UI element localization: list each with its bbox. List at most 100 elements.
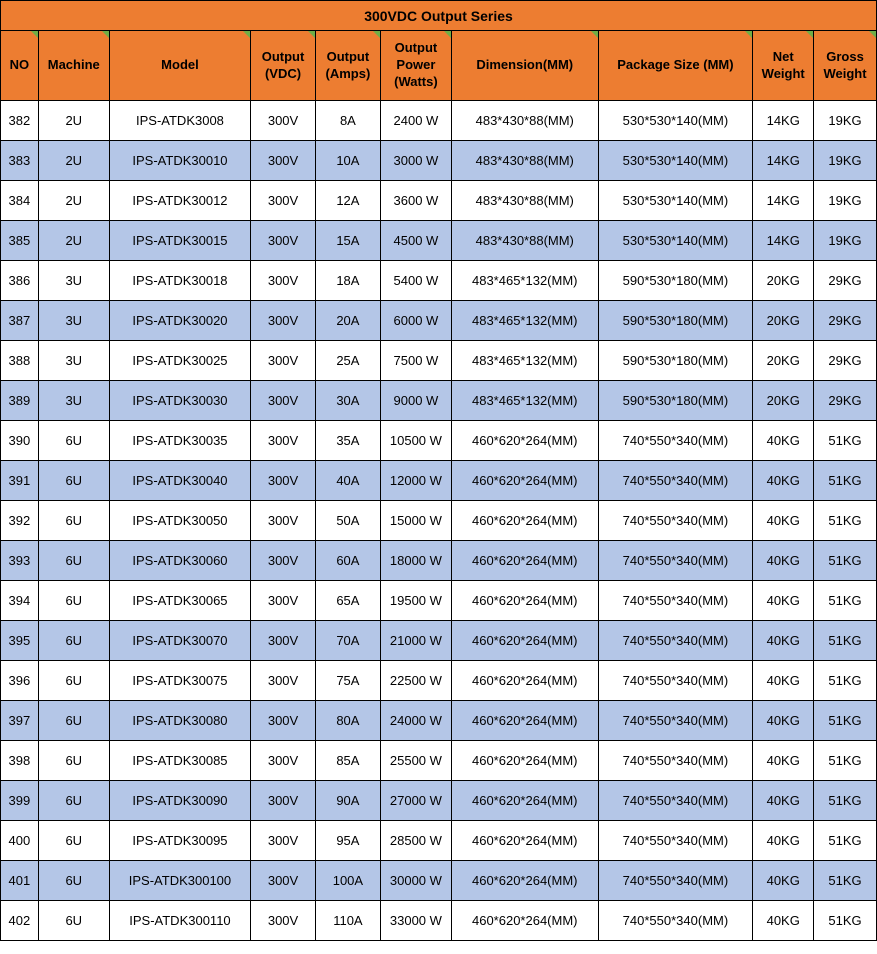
cell-vdc: 300V: [251, 821, 316, 861]
table-row: 3926UIPS-ATDK30050300V50A15000 W460*620*…: [1, 501, 877, 541]
cell-dim: 460*620*264(MM): [452, 901, 599, 941]
col-header-vdc: Output(VDC): [251, 31, 316, 101]
cell-vdc: 300V: [251, 781, 316, 821]
cell-machine: 6U: [38, 541, 109, 581]
table-header-row: NO Machine Model Output(VDC) Output(Amps…: [1, 31, 877, 101]
cell-watts: 21000 W: [380, 621, 451, 661]
cell-model: IPS-ATDK30010: [109, 141, 250, 181]
cell-model: IPS-ATDK30095: [109, 821, 250, 861]
cell-model: IPS-ATDK300100: [109, 861, 250, 901]
cell-dim: 460*620*264(MM): [452, 541, 599, 581]
cell-net: 14KG: [753, 101, 814, 141]
cell-gross: 51KG: [814, 501, 877, 541]
cell-gross: 51KG: [814, 781, 877, 821]
cell-net: 40KG: [753, 861, 814, 901]
cell-dim: 460*620*264(MM): [452, 661, 599, 701]
cell-no: 397: [1, 701, 39, 741]
corner-mark-icon: [31, 31, 38, 38]
cell-watts: 5400 W: [380, 261, 451, 301]
cell-vdc: 300V: [251, 141, 316, 181]
col-header-model-label: Model: [161, 57, 199, 72]
cell-gross: 51KG: [814, 421, 877, 461]
cell-pkg: 740*550*340(MM): [598, 861, 753, 901]
cell-pkg: 740*550*340(MM): [598, 901, 753, 941]
cell-watts: 22500 W: [380, 661, 451, 701]
cell-amps: 110A: [315, 901, 380, 941]
cell-pkg: 740*550*340(MM): [598, 741, 753, 781]
cell-net: 20KG: [753, 261, 814, 301]
cell-net: 40KG: [753, 581, 814, 621]
cell-amps: 50A: [315, 501, 380, 541]
cell-gross: 51KG: [814, 901, 877, 941]
table-row: 3946UIPS-ATDK30065300V65A19500 W460*620*…: [1, 581, 877, 621]
table-row: 4006UIPS-ATDK30095300V95A28500 W460*620*…: [1, 821, 877, 861]
cell-net: 40KG: [753, 701, 814, 741]
cell-pkg: 740*550*340(MM): [598, 541, 753, 581]
cell-watts: 2400 W: [380, 101, 451, 141]
cell-gross: 29KG: [814, 301, 877, 341]
cell-vdc: 300V: [251, 421, 316, 461]
cell-dim: 460*620*264(MM): [452, 781, 599, 821]
cell-model: IPS-ATDK30050: [109, 501, 250, 541]
table-row: 4026UIPS-ATDK300110300V110A33000 W460*62…: [1, 901, 877, 941]
cell-watts: 4500 W: [380, 221, 451, 261]
cell-net: 40KG: [753, 901, 814, 941]
table-title: 300VDC Output Series: [1, 1, 877, 31]
cell-machine: 6U: [38, 741, 109, 781]
col-header-dim: Dimension(MM): [452, 31, 599, 101]
cell-vdc: 300V: [251, 541, 316, 581]
cell-amps: 20A: [315, 301, 380, 341]
cell-amps: 80A: [315, 701, 380, 741]
cell-machine: 6U: [38, 421, 109, 461]
cell-machine: 3U: [38, 261, 109, 301]
cell-gross: 19KG: [814, 101, 877, 141]
cell-watts: 27000 W: [380, 781, 451, 821]
cell-no: 387: [1, 301, 39, 341]
cell-pkg: 590*530*180(MM): [598, 261, 753, 301]
cell-net: 40KG: [753, 661, 814, 701]
cell-pkg: 740*550*340(MM): [598, 461, 753, 501]
cell-model: IPS-ATDK30090: [109, 781, 250, 821]
cell-dim: 483*430*88(MM): [452, 221, 599, 261]
cell-vdc: 300V: [251, 301, 316, 341]
cell-no: 388: [1, 341, 39, 381]
cell-dim: 460*620*264(MM): [452, 741, 599, 781]
col-header-amps: Output(Amps): [315, 31, 380, 101]
cell-net: 40KG: [753, 621, 814, 661]
cell-pkg: 740*550*340(MM): [598, 501, 753, 541]
corner-mark-icon: [806, 31, 813, 38]
cell-dim: 460*620*264(MM): [452, 701, 599, 741]
cell-watts: 3000 W: [380, 141, 451, 181]
cell-vdc: 300V: [251, 701, 316, 741]
corner-mark-icon: [373, 31, 380, 38]
table-row: 3873UIPS-ATDK30020300V20A6000 W483*465*1…: [1, 301, 877, 341]
col-header-machine: Machine: [38, 31, 109, 101]
cell-machine: 2U: [38, 221, 109, 261]
corner-mark-icon: [102, 31, 109, 38]
cell-dim: 460*620*264(MM): [452, 821, 599, 861]
table-row: 4016UIPS-ATDK300100300V100A30000 W460*62…: [1, 861, 877, 901]
cell-no: 400: [1, 821, 39, 861]
cell-no: 393: [1, 541, 39, 581]
cell-vdc: 300V: [251, 461, 316, 501]
cell-no: 384: [1, 181, 39, 221]
table-row: 3916UIPS-ATDK30040300V40A12000 W460*620*…: [1, 461, 877, 501]
corner-mark-icon: [243, 31, 250, 38]
cell-gross: 51KG: [814, 581, 877, 621]
cell-no: 392: [1, 501, 39, 541]
table-row: 3863UIPS-ATDK30018300V18A5400 W483*465*1…: [1, 261, 877, 301]
cell-machine: 2U: [38, 141, 109, 181]
cell-model: IPS-ATDK30015: [109, 221, 250, 261]
cell-watts: 25500 W: [380, 741, 451, 781]
cell-gross: 51KG: [814, 701, 877, 741]
cell-pkg: 740*550*340(MM): [598, 621, 753, 661]
cell-net: 40KG: [753, 821, 814, 861]
col-header-net-label: NetWeight: [762, 49, 805, 81]
cell-pkg: 740*550*340(MM): [598, 821, 753, 861]
col-header-pkg-label: Package Size (MM): [617, 57, 733, 72]
cell-dim: 483*430*88(MM): [452, 181, 599, 221]
cell-no: 382: [1, 101, 39, 141]
cell-dim: 483*430*88(MM): [452, 141, 599, 181]
cell-amps: 10A: [315, 141, 380, 181]
cell-gross: 19KG: [814, 141, 877, 181]
